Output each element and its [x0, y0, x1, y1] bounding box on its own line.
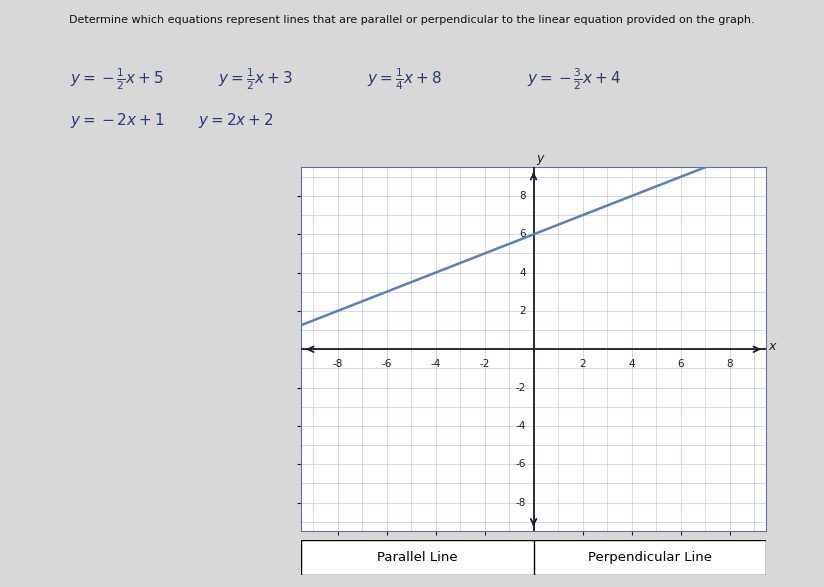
Text: -6: -6 [382, 359, 391, 369]
Text: -8: -8 [516, 498, 527, 508]
Text: -2: -2 [480, 359, 489, 369]
Text: x: x [769, 340, 776, 353]
Text: 4: 4 [520, 268, 527, 278]
Text: -4: -4 [516, 421, 527, 431]
Text: -2: -2 [516, 383, 527, 393]
Text: Perpendicular Line: Perpendicular Line [588, 551, 712, 564]
Text: $y = \frac{1}{4}x + 8$: $y = \frac{1}{4}x + 8$ [367, 66, 442, 92]
Text: $y = 2x + 2$: $y = 2x + 2$ [198, 111, 274, 130]
Text: 6: 6 [677, 359, 684, 369]
Text: 4: 4 [628, 359, 634, 369]
Text: -6: -6 [516, 459, 527, 469]
Text: 6: 6 [520, 230, 527, 239]
Text: 2: 2 [520, 306, 527, 316]
Text: Determine which equations represent lines that are parallel or perpendicular to : Determine which equations represent line… [69, 15, 755, 25]
Text: Parallel Line: Parallel Line [377, 551, 457, 564]
Text: $y = -\frac{1}{2}x + 5$: $y = -\frac{1}{2}x + 5$ [70, 66, 164, 92]
Text: $y = -\frac{3}{2}x + 4$: $y = -\frac{3}{2}x + 4$ [527, 66, 621, 92]
Text: $y = -2x + 1$: $y = -2x + 1$ [70, 111, 165, 130]
Text: 2: 2 [579, 359, 586, 369]
Text: y: y [536, 153, 543, 166]
Text: -4: -4 [430, 359, 441, 369]
Text: $y = \frac{1}{2}x + 3$: $y = \frac{1}{2}x + 3$ [218, 66, 293, 92]
Text: 8: 8 [520, 191, 527, 201]
Text: 8: 8 [726, 359, 733, 369]
Text: -8: -8 [332, 359, 343, 369]
FancyBboxPatch shape [301, 540, 766, 575]
